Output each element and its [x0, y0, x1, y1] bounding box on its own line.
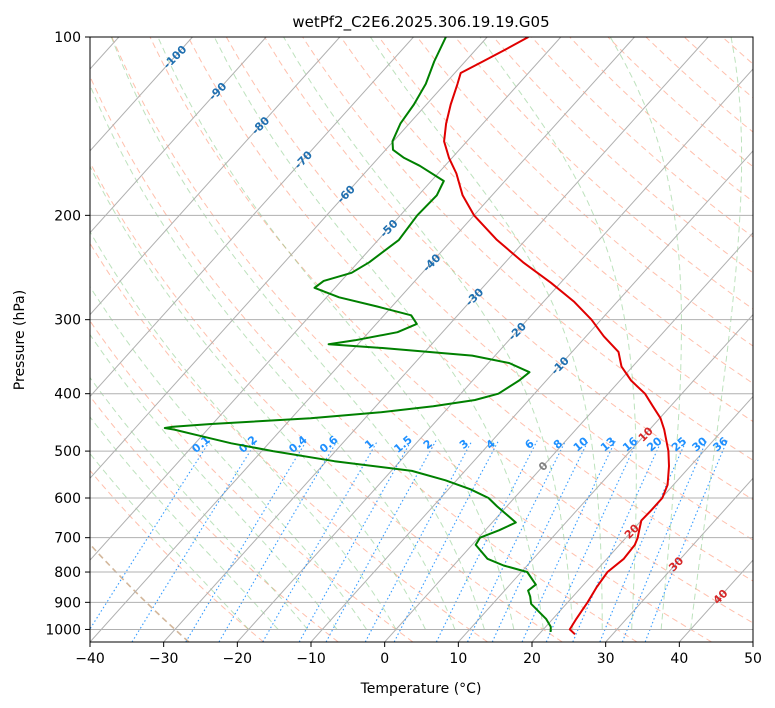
isotherm-line [457, 313, 753, 642]
sounding-traces [163, 37, 670, 636]
y-axis: 100 200 300 400 500 600 700 800 900 1000 [45, 30, 90, 638]
dry-adiabat-line [90, 543, 190, 642]
mixing-ratio-line [262, 440, 379, 642]
moist-adiabat-line [110, 37, 485, 630]
moist-adiabat-line [213, 37, 544, 630]
isotherm-line [605, 477, 753, 642]
moist-adiabat-line [479, 37, 637, 630]
x-tick-label: −40 [75, 651, 105, 667]
isotherm-line [310, 150, 753, 642]
mixing-ratio-line [435, 440, 538, 642]
mixing-ratio-line [298, 440, 412, 642]
mixing-ratio-line [545, 440, 638, 642]
mixing-ratio-line [90, 440, 211, 630]
x-tick-label: −20 [223, 651, 253, 667]
y-tick-label: 300 [54, 313, 81, 329]
dry-adiabat-line [149, 37, 753, 624]
dry-adiabat-line [90, 161, 563, 642]
isotherm-line [90, 37, 193, 152]
moist-adiabat-line [90, 84, 456, 630]
y-tick-label: 400 [54, 387, 81, 403]
mixing-ratio-line [325, 440, 437, 642]
dry-adiabat-line [416, 37, 753, 347]
x-tick-label: −10 [296, 651, 326, 667]
x-tick-label: −30 [149, 651, 179, 667]
x-tick-label: 40 [670, 651, 688, 667]
mixing-ratio-line [521, 440, 616, 642]
isotherm-line [236, 68, 753, 642]
dry-adiabat-line [90, 242, 488, 642]
mixing-ratio-line [572, 440, 663, 642]
moist-adiabat-line [90, 230, 397, 630]
x-axis: −40 −30 −20 −10 0 10 20 30 40 50 [75, 642, 762, 667]
mixing-ratio-line [599, 440, 687, 642]
y-axis-label: Pressure (hPa) [12, 290, 28, 390]
moist-adiabat-line [90, 333, 338, 630]
isotherm-line [90, 37, 562, 561]
moist-adiabat-line [690, 37, 743, 630]
y-tick-label: 900 [54, 595, 81, 611]
y-tick-label: 600 [54, 491, 81, 507]
x-tick-label: 10 [449, 651, 467, 667]
mixing-ratio-line [467, 440, 567, 642]
chart-title: wetPf2_C2E6.2025.306.19.19.G05 [292, 13, 549, 32]
moist-adiabat-line [369, 37, 603, 630]
y-tick-label: 200 [54, 208, 81, 224]
y-tick-label: 500 [54, 444, 81, 460]
moist-adiabat-line [157, 37, 515, 630]
dry-adiabat-line [454, 37, 753, 310]
x-tick-label: 30 [597, 651, 615, 667]
dewpoint-trace [163, 37, 552, 633]
moist-adiabat-line [609, 37, 683, 630]
moist-adiabat-line [90, 376, 308, 630]
mixing-ratio-line [131, 440, 258, 642]
y-tick-label: 100 [54, 30, 81, 46]
y-tick-label: 700 [54, 531, 81, 547]
moist-adiabat-line [283, 37, 574, 630]
y-tick-label: 1000 [45, 622, 81, 638]
moist-adiabat-line [90, 165, 426, 630]
x-axis-label: Temperature (°C) [360, 681, 482, 697]
dry-adiabat-line [90, 395, 339, 642]
isotherm-line [163, 37, 709, 642]
dry-adiabat-line [90, 469, 264, 642]
isotherm-line [90, 37, 341, 316]
isotherm-line [90, 37, 267, 234]
mixing-ratio-line [218, 440, 338, 642]
x-tick-label: 50 [744, 651, 762, 667]
y-tick-label: 800 [54, 565, 81, 581]
x-tick-label: 0 [380, 651, 389, 667]
isotherm-line [531, 395, 753, 642]
x-tick-label: 20 [523, 651, 541, 667]
plot-frame [89, 36, 754, 643]
isotherm-line [384, 231, 753, 642]
isotherm-line [90, 37, 414, 398]
temperature-trace [443, 37, 670, 636]
isotherm-line [90, 37, 488, 480]
moist-adiabat-line [90, 285, 367, 630]
mixing-ratio-line [185, 440, 308, 642]
